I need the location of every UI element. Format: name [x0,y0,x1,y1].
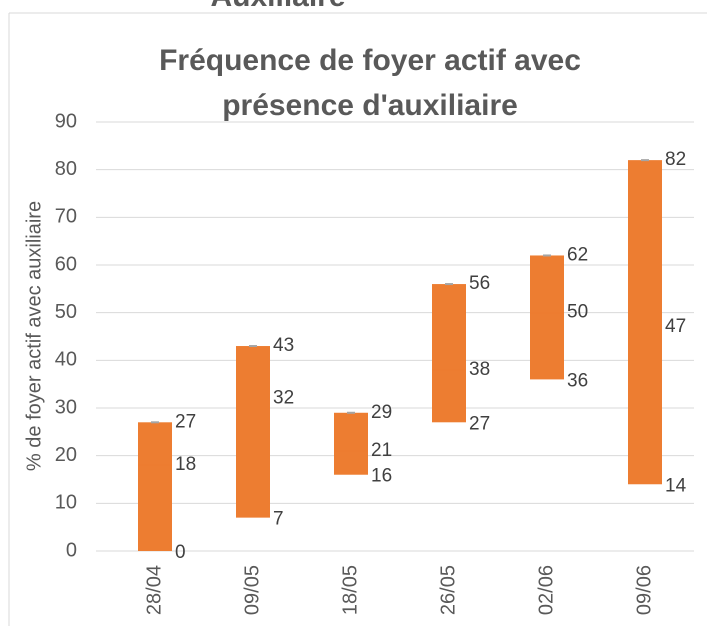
value-label: 27 [469,413,490,434]
value-label: 50 [567,302,588,323]
value-label: 62 [567,244,588,265]
x-tick-label: 09/06 [633,565,655,615]
bar [138,422,172,551]
value-label: 36 [567,370,588,391]
bar [530,255,564,380]
x-tick-label: 28/04 [143,565,165,615]
value-label: 32 [273,387,294,408]
y-tick-label: 20 [55,444,77,466]
bar [334,412,368,475]
value-label: 43 [273,335,294,356]
x-tick-label: 02/06 [535,565,557,615]
value-label: 56 [469,273,490,294]
bar [432,284,466,423]
value-label: 27 [175,411,196,432]
y-tick-label: 70 [55,206,77,228]
y-tick-label: 30 [55,396,77,418]
y-tick-label: 40 [55,349,77,371]
y-tick-label: 80 [55,158,77,180]
value-label: 0 [175,542,186,563]
y-axis-label: % de foyer actif avec auxiliaire [23,201,45,471]
value-label: 18 [175,454,196,475]
value-label: 16 [371,466,392,487]
bar [628,160,662,485]
value-label: 29 [371,402,392,423]
chart-title: présence d'auxiliaire [222,89,518,122]
y-tick-label: 90 [55,110,77,132]
chart-title: Fréquence de foyer actif avec [159,44,581,77]
y-tick-label: 10 [55,492,77,514]
value-label: 47 [665,316,686,337]
x-tick-label: 18/05 [339,565,361,615]
bar [236,346,270,518]
y-tick-label: 60 [55,253,77,275]
x-tick-label: 26/05 [437,565,459,615]
y-tick-label: 0 [66,539,77,561]
value-label: 38 [469,359,490,380]
value-label: 14 [665,475,687,496]
value-label: 82 [665,149,686,170]
cut-title: Auxiliaire [210,0,345,13]
y-tick-label: 50 [55,301,77,323]
value-label: 7 [273,509,284,530]
value-label: 21 [371,440,392,461]
x-tick-label: 09/05 [241,565,263,615]
